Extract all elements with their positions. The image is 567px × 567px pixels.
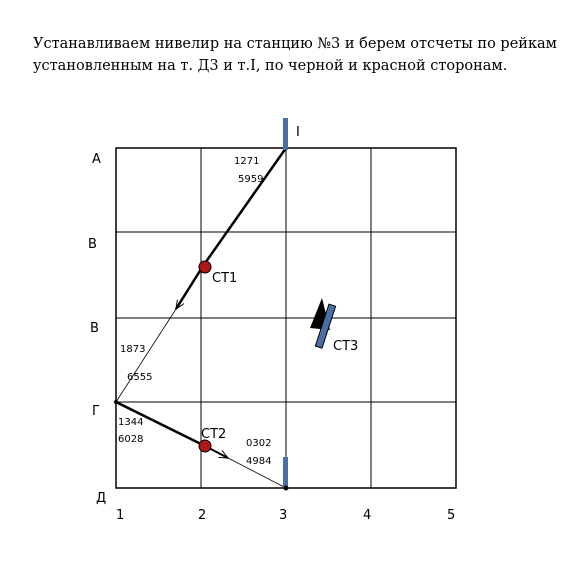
point-g-marker [114, 400, 118, 404]
col-label-5: 5 [447, 508, 455, 523]
col-label-3: 3 [279, 508, 287, 523]
station-st1-label: СТ1 [212, 271, 237, 286]
rod-label-i: I [296, 125, 300, 140]
caption-line-1: Устанавливаем нивелир на станцию №3 и бе… [33, 36, 557, 52]
col-label-4: 4 [363, 508, 371, 523]
station-st3-level-icon [314, 303, 337, 349]
sight-line-g-to-st2 [115, 400, 206, 448]
rod-point-d3 [283, 457, 288, 488]
station-st3-label: СТ3 [333, 339, 358, 354]
reading-i-red: 5959 [238, 174, 263, 185]
task-caption: Устанавливаем нивелир на станцию №3 и бе… [33, 33, 557, 77]
reading-left-black: 1873 [120, 344, 145, 355]
sight-line-to-d3-thin [227, 457, 287, 489]
sight-line-to-g-thin [115, 308, 177, 403]
row-label-a: А [92, 152, 101, 167]
reading-d3-black: 0302 [246, 438, 271, 449]
point-d3-marker [283, 485, 289, 491]
reading-g-black: 1344 [118, 417, 143, 428]
row-label-b1: В [88, 237, 97, 252]
row-label-g: Г [92, 404, 100, 419]
grid [115, 147, 457, 489]
reading-i-black: 1271 [234, 156, 259, 167]
station-st3-instrument [310, 298, 337, 349]
reading-d3-red: 4984 [246, 456, 271, 467]
rod-point-i [283, 118, 288, 150]
station-st2-label: СТ2 [201, 427, 226, 442]
col-label-1: 1 [116, 508, 124, 523]
reading-left-red: 6555 [127, 372, 152, 383]
reading-g-red: 6028 [118, 434, 143, 445]
sight-line-st1-to-i [201, 147, 288, 267]
col-label-2: 2 [198, 508, 206, 523]
row-label-d: Д [96, 491, 106, 506]
row-label-b2: В [90, 321, 99, 336]
sight-line-st1-back [174, 265, 205, 309]
caption-line-2: установленным на т. Д3 и т.I, по черной … [33, 58, 508, 74]
station-st1-marker [198, 260, 212, 274]
station-st2-marker [198, 439, 212, 453]
